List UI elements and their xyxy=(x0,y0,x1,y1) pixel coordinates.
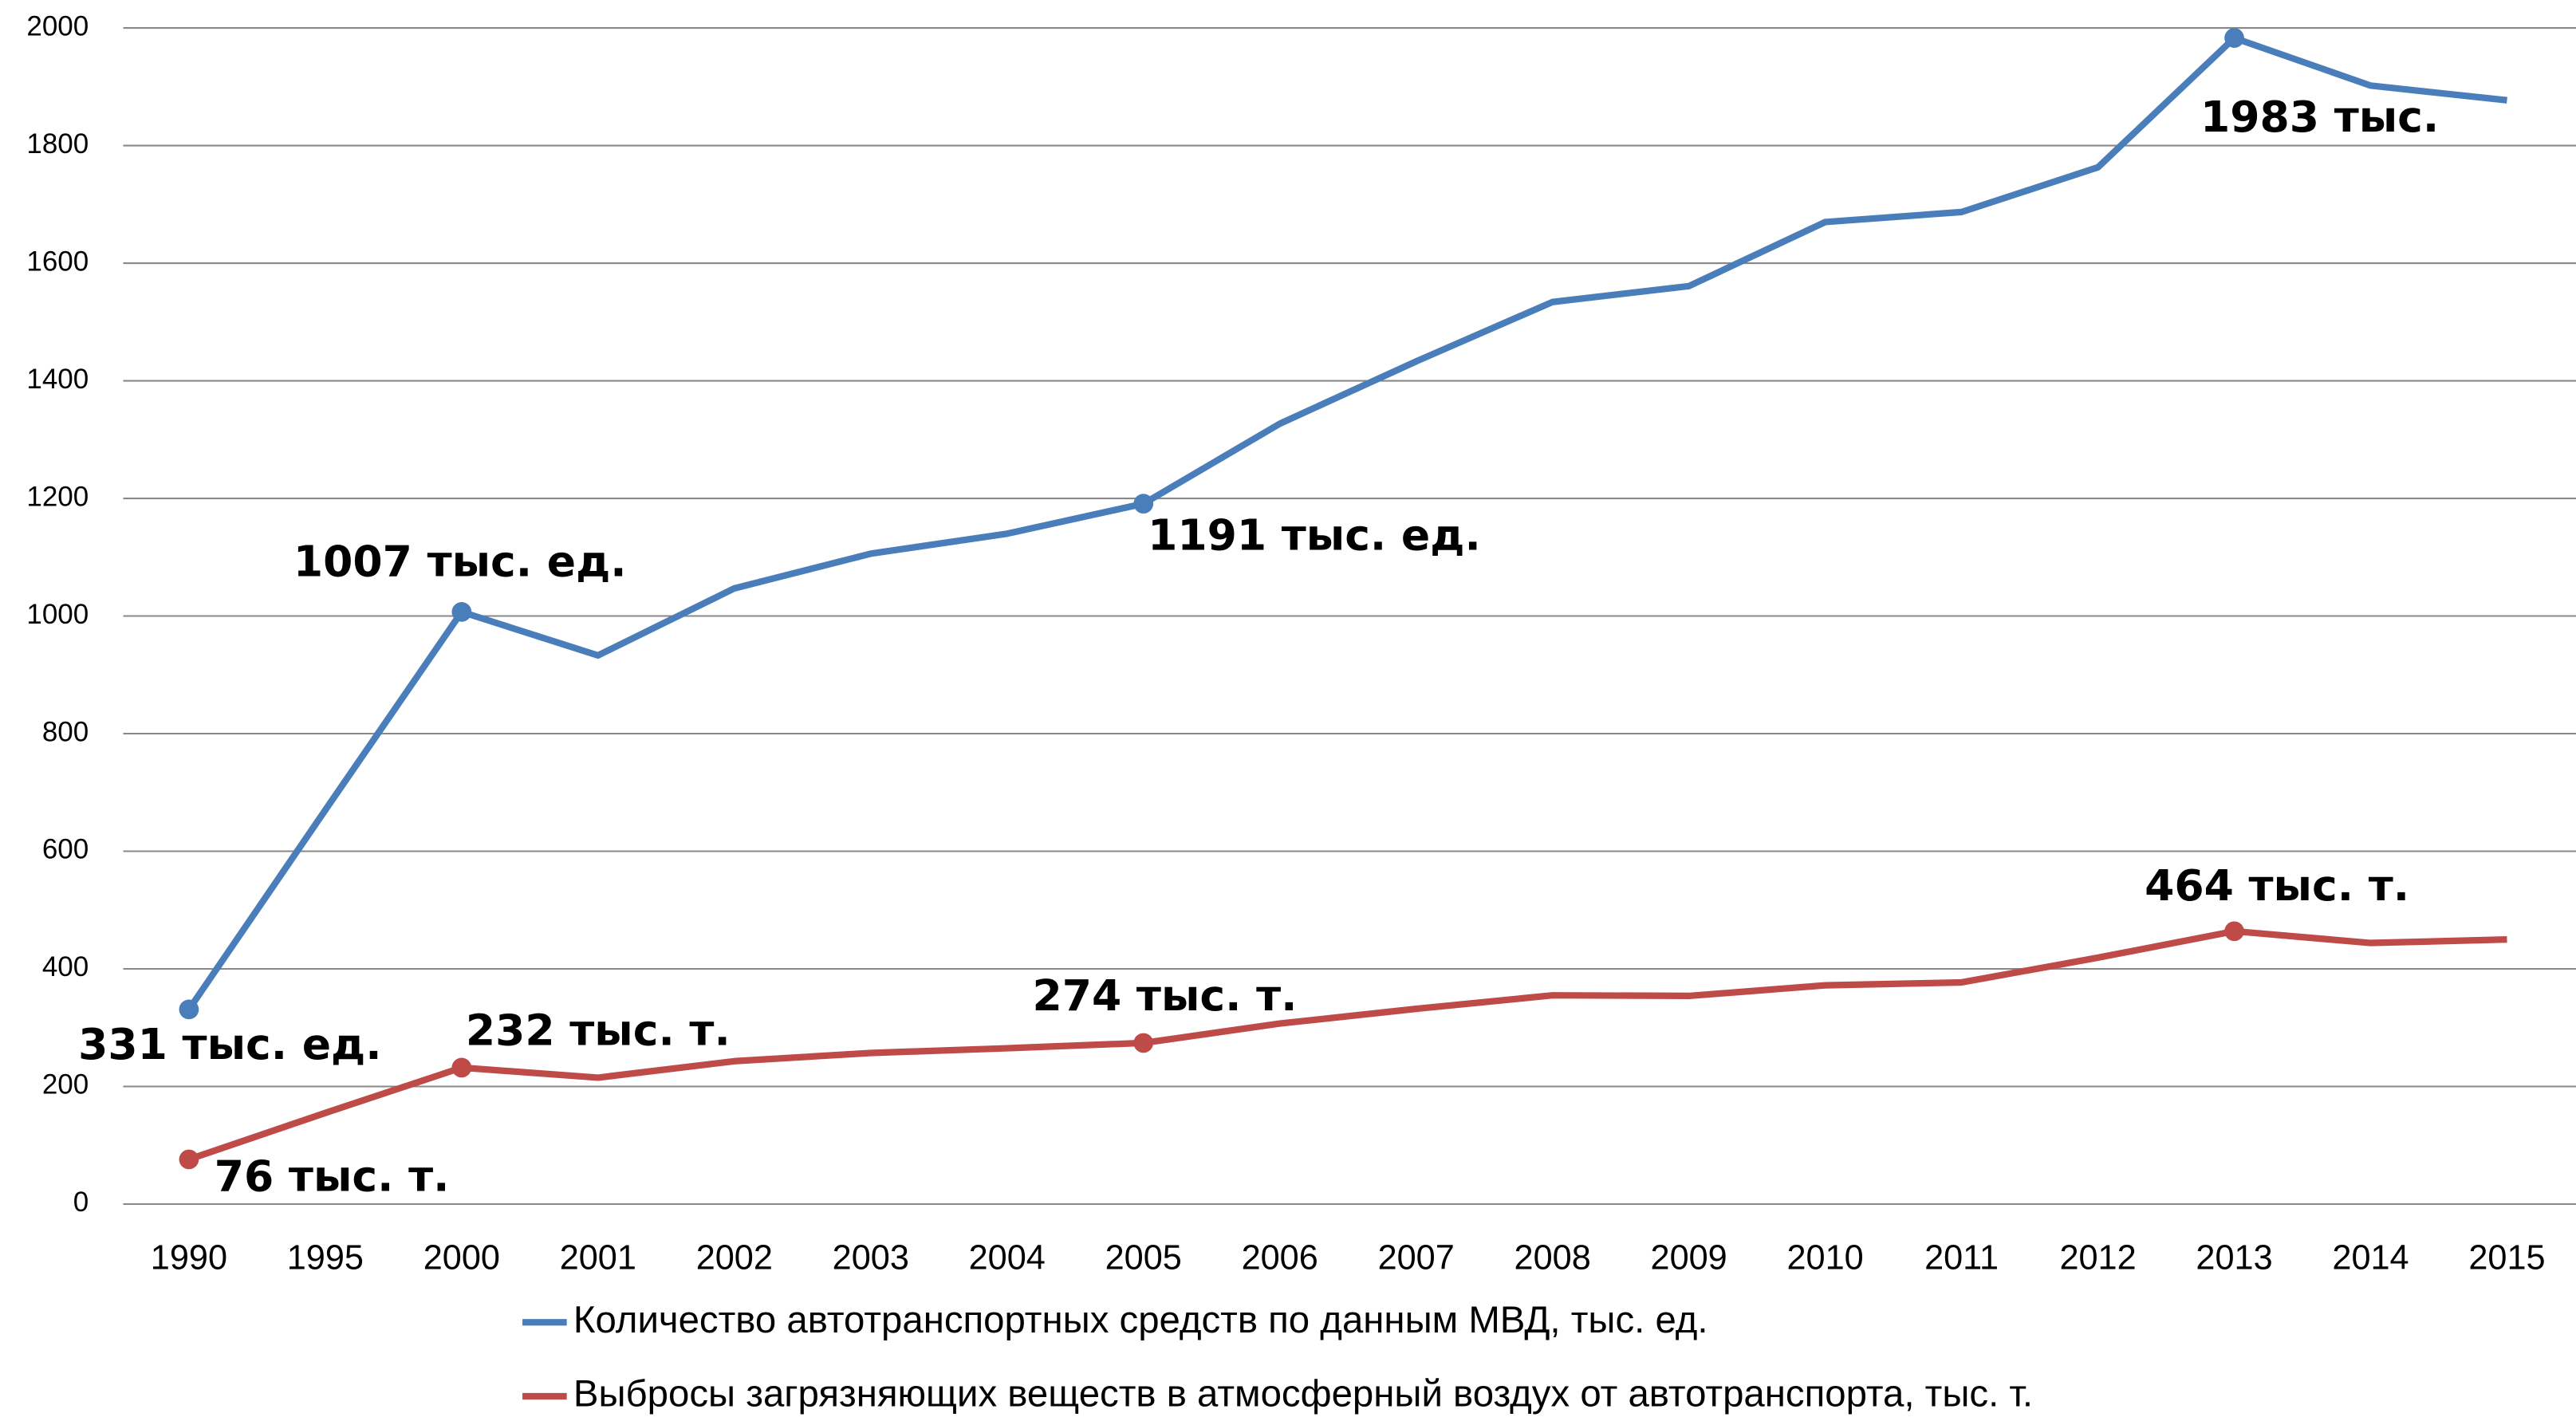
data-label: 76 тыс. т. xyxy=(215,1151,450,1201)
series-line xyxy=(186,34,2507,1012)
y-tick-label: 800 xyxy=(42,716,89,747)
legend-label: Количество автотранспортных средств по д… xyxy=(573,1299,1708,1341)
data-label: 331 тыс. ед. xyxy=(78,1019,382,1069)
x-tick-label: 2003 xyxy=(833,1238,909,1277)
y-tick-label: 2000 xyxy=(26,10,89,41)
data-label: 1983 тыс. xyxy=(2200,92,2439,142)
point-marker xyxy=(451,1057,472,1078)
point-marker xyxy=(2224,28,2244,48)
y-tick-label: 1400 xyxy=(26,364,89,395)
y-tick-label: 400 xyxy=(42,951,89,982)
x-tick-label: 2009 xyxy=(1651,1238,1727,1277)
data-label: 1007 тыс. ед. xyxy=(293,536,627,586)
y-tick-label: 1200 xyxy=(26,481,89,512)
x-tick-label: 2015 xyxy=(2468,1238,2545,1277)
point-marker xyxy=(1133,494,1154,514)
point-marker xyxy=(451,602,472,622)
x-tick-label: 1990 xyxy=(151,1238,227,1277)
legend-label: Выбросы загрязняющих веществ в атмосферн… xyxy=(573,1373,2033,1415)
x-tick-label: 2004 xyxy=(969,1238,1046,1277)
x-tick-label: 2010 xyxy=(1786,1238,1863,1277)
series-line xyxy=(187,927,2507,1163)
data-label: 464 тыс. т. xyxy=(2145,860,2409,911)
y-tick-label: 1600 xyxy=(26,246,89,277)
point-marker xyxy=(179,999,199,1020)
y-tick-label: 200 xyxy=(42,1069,89,1100)
y-tick-label: 1800 xyxy=(26,128,89,159)
x-tick-label: 2001 xyxy=(560,1238,636,1277)
x-tick-label: 2007 xyxy=(1378,1238,1455,1277)
y-tick-label: 600 xyxy=(42,834,89,865)
x-tick-label: 2008 xyxy=(1514,1238,1591,1277)
point-marker xyxy=(179,1149,199,1170)
data-label: 274 тыс. т. xyxy=(1033,970,1298,1021)
point-marker xyxy=(1133,1033,1154,1053)
y-tick-label: 0 xyxy=(73,1187,89,1218)
x-tick-label: 2002 xyxy=(696,1238,773,1277)
x-tick-label: 2014 xyxy=(2332,1238,2409,1277)
data-label: 232 тыс. т. xyxy=(466,1005,731,1055)
y-tick-label: 1000 xyxy=(26,599,89,630)
x-tick-label: 1995 xyxy=(287,1238,364,1277)
x-tick-label: 2013 xyxy=(2196,1238,2272,1277)
x-tick-label: 2011 xyxy=(1924,1238,1999,1277)
x-tick-label: 2005 xyxy=(1105,1238,1182,1277)
x-tick-label: 2000 xyxy=(423,1238,500,1277)
x-tick-label: 2006 xyxy=(1242,1238,1318,1277)
data-label: 1191 тыс. ед. xyxy=(1148,510,1481,561)
x-tick-label: 2012 xyxy=(2059,1238,2136,1277)
point-marker xyxy=(2224,921,2244,942)
